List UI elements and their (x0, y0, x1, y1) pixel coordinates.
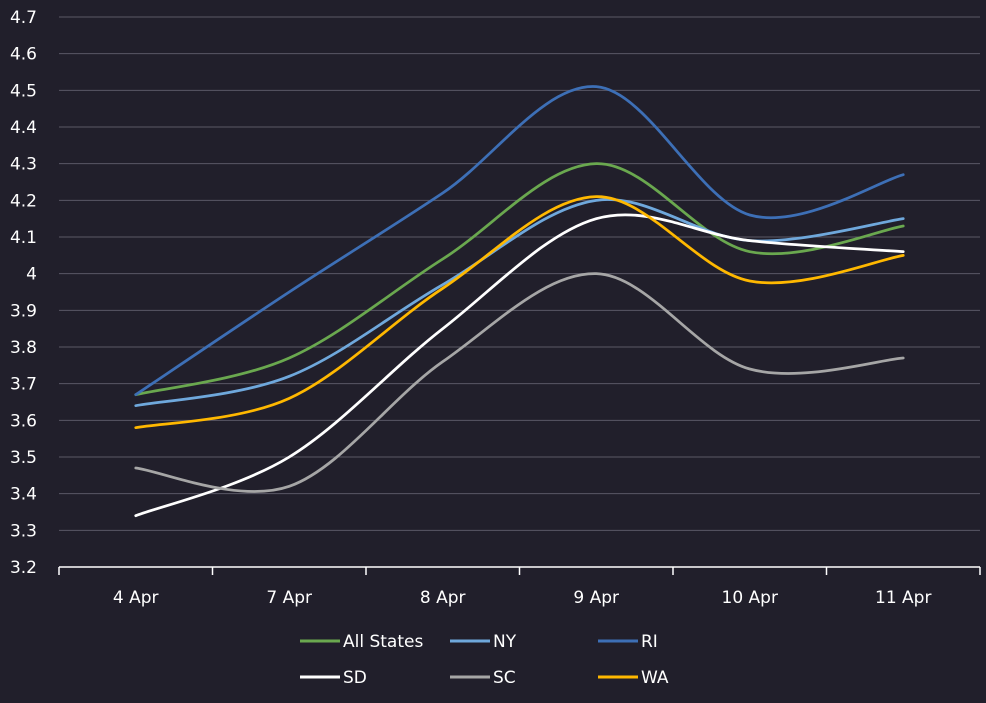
y-tick-label: 3.3 (10, 521, 37, 541)
series-layer (134, 85, 905, 518)
y-tick-label: 3.5 (10, 448, 37, 468)
legend-label: SD (343, 668, 367, 688)
legend-item-ri: RI (598, 632, 658, 652)
y-tick-label: 3.6 (10, 411, 37, 431)
legend-label: SC (493, 668, 516, 688)
series-line-sc (134, 272, 905, 493)
legend-item-ny: NY (450, 632, 517, 652)
y-tick-label: 4 (26, 265, 37, 285)
x-tick-label: 11 Apr (875, 588, 931, 608)
legend-label: All States (343, 632, 423, 652)
y-tick-label: 4.5 (10, 81, 37, 101)
series-line-wa (134, 195, 905, 430)
y-tick-label: 3.2 (10, 558, 37, 578)
y-tick-label: 4.1 (10, 228, 37, 248)
legend-item-all-states: All States (300, 632, 423, 652)
x-tick-label: 7 Apr (266, 588, 312, 608)
legend-label: WA (641, 668, 669, 688)
x-tick-label: 4 Apr (113, 588, 159, 608)
series-line-sd (134, 213, 905, 518)
y-tick-label: 3.9 (10, 301, 37, 321)
y-tick-label: 3.4 (10, 485, 37, 505)
y-tick-label: 3.8 (10, 338, 37, 358)
legend: All States NY RI SD SC WA (300, 632, 669, 688)
y-tick-label: 4.6 (10, 45, 37, 65)
y-tick-label: 4.2 (10, 191, 37, 211)
x-tick-label: 10 Apr (722, 588, 778, 608)
series-line-ri (134, 85, 905, 397)
legend-item-wa: WA (598, 668, 669, 688)
y-tick-label: 4.4 (10, 118, 37, 138)
x-tick-label: 9 Apr (573, 588, 619, 608)
axis-layer: 3.2 3.3 3.4 3.5 3.6 3.7 3.8 3.9 4 4.1 4.2 4.3 4.4 4.5… (10, 8, 981, 608)
legend-label: NY (493, 632, 517, 652)
legend-item-sc: SC (450, 668, 516, 688)
legend-item-sd: SD (300, 668, 367, 688)
legend-label: RI (641, 632, 658, 652)
y-tick-label: 4.3 (10, 155, 37, 175)
x-tick-label: 8 Apr (420, 588, 466, 608)
series-line-all-states (134, 162, 905, 397)
y-tick-label: 3.7 (10, 375, 37, 395)
grid-layer (59, 16, 980, 531)
y-tick-label: 4.7 (10, 8, 37, 28)
